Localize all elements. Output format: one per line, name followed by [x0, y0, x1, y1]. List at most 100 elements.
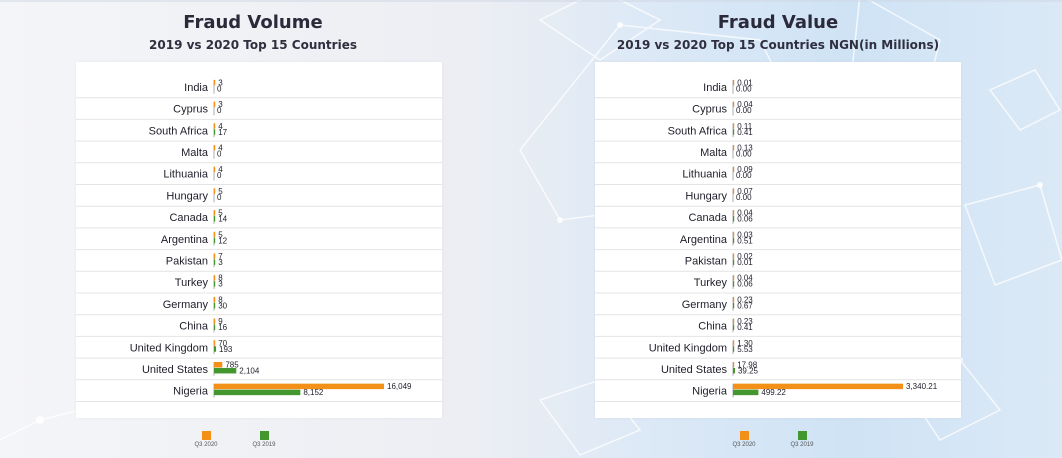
value-label-q3-2020-malta: 4 — [218, 143, 223, 152]
fraud-volume-subtitle: 2019 vs 2020 Top 15 Countries — [149, 38, 357, 52]
value-label-q3-2020-south-africa: 0.11 — [737, 122, 753, 131]
bar-q3-2019-united-states — [733, 367, 735, 374]
bar-q3-2020-china — [733, 318, 735, 325]
value-label-q3-2020-argentina: 5 — [218, 230, 223, 239]
value-label-q3-2020-united-kingdom: 70 — [218, 339, 227, 348]
bar-q3-2020-south-africa — [214, 123, 216, 129]
fraud-value-chart: India 0.01 0.00 Cyprus 0.04 0.00 South Africa 0… — [595, 62, 961, 418]
bar-q3-2020-argentina — [733, 231, 735, 238]
legend-swatch-2019 — [797, 431, 807, 440]
category-label-lithuania: Lithuania — [682, 169, 728, 181]
legend-label-2020: Q3 2020 — [732, 442, 756, 448]
value-label-q3-2020-united-kingdom: 1.30 — [737, 339, 753, 348]
value-label-q3-2020-lithuania: 0.09 — [737, 165, 753, 174]
bar-q3-2019-argentina — [733, 237, 735, 244]
category-label-hungary: Hungary — [685, 190, 727, 202]
fraud-volume-heading: Fraud Volume 2019 vs 2020 Top 15 Countri… — [103, 12, 403, 54]
bar-q3-2020-nigeria — [733, 383, 903, 390]
bar-q3-2020-united-states — [214, 361, 223, 368]
value-label-q3-2019-germany: 30 — [218, 301, 227, 310]
value-label-q3-2020-germany: 8 — [218, 295, 223, 304]
category-label-nigeria: Nigeria — [692, 386, 728, 398]
bar-q3-2020-germany — [214, 296, 216, 303]
category-label-nigeria: Nigeria — [173, 386, 209, 398]
category-label-germany: Germany — [163, 299, 209, 311]
value-label-q3-2020-united-states: 17.98 — [737, 360, 758, 369]
bar-q3-2020-malta — [733, 144, 735, 151]
value-label-q3-2020-nigeria: 16,049 — [387, 382, 412, 391]
bar-q3-2020-germany — [733, 296, 735, 303]
fraud-value-title: Fraud Value — [717, 12, 839, 33]
fraud-volume-legend-2019: Q3 2019 — [244, 431, 284, 448]
bar-q3-2019-pakistan — [214, 259, 216, 265]
legend-swatch-2020 — [201, 431, 211, 440]
value-label-q3-2020-lithuania: 4 — [218, 165, 223, 174]
bar-q3-2020-malta — [214, 144, 216, 151]
bar-q3-2020-cyprus — [733, 101, 735, 108]
category-label-united-kingdom: United Kingdom — [130, 342, 208, 354]
bar-q3-2019-turkey — [733, 281, 735, 287]
bar-q3-2020-nigeria — [214, 383, 384, 390]
bar-q3-2019-nigeria — [214, 389, 301, 396]
bar-q3-2019-united-states — [214, 367, 237, 374]
value-label-q3-2020-pakistan: 7 — [218, 252, 223, 261]
category-label-china: China — [179, 321, 209, 333]
value-label-q3-2020-nigeria: 3,340.21 — [906, 382, 938, 391]
fraud-volume-legend-2020: Q3 2020 — [186, 431, 226, 448]
value-label-q3-2020-india: 0.01 — [737, 78, 753, 87]
bar-q3-2019-germany — [733, 302, 735, 309]
category-label-pakistan: Pakistan — [166, 255, 208, 267]
bar-q3-2020-hungary — [214, 188, 216, 194]
value-label-q3-2019-united-states: 2,104 — [239, 366, 260, 375]
value-label-q3-2019-india: 0 — [217, 84, 222, 93]
category-label-canada: Canada — [169, 212, 208, 224]
value-label-q3-2020-united-states: 785 — [225, 360, 239, 369]
value-label-q3-2020-canada: 5 — [218, 209, 223, 218]
bar-q3-2019-argentina — [214, 237, 216, 244]
fraud-volume-title: Fraud Volume — [183, 12, 323, 33]
value-label-q3-2020-south-africa: 4 — [218, 122, 223, 131]
category-label-turkey: Turkey — [175, 277, 209, 289]
value-label-q3-2019-turkey: 0.06 — [737, 280, 753, 289]
category-label-lithuania: Lithuania — [163, 169, 209, 181]
bar-q3-2019-canada — [733, 216, 735, 222]
value-label-q3-2019-hungary: 0 — [217, 193, 222, 202]
bar-q3-2020-india — [733, 79, 735, 86]
value-label-q3-2019-argentina: 12 — [218, 236, 227, 245]
category-label-turkey: Turkey — [694, 277, 728, 289]
value-label-q3-2020-canada: 0.04 — [737, 209, 753, 218]
value-label-q3-2019-turkey: 3 — [218, 280, 223, 289]
category-label-argentina: Argentina — [680, 234, 728, 246]
legend-swatch-2020 — [739, 431, 749, 440]
bar-q3-2020-turkey — [733, 275, 735, 281]
value-label-q3-2019-india: 0.00 — [736, 84, 752, 93]
value-label-q3-2019-malta: 0.00 — [736, 149, 752, 158]
bar-q3-2019-south-africa — [733, 129, 735, 135]
category-label-malta: Malta — [700, 147, 728, 159]
value-label-q3-2019-lithuania: 0.00 — [736, 171, 752, 180]
bar-q3-2020-pakistan — [733, 253, 735, 259]
bar-q3-2020-turkey — [214, 275, 216, 281]
value-label-q3-2020-turkey: 8 — [218, 274, 223, 283]
category-label-south-africa: South Africa — [668, 125, 728, 137]
value-label-q3-2019-lithuania: 0 — [217, 171, 222, 180]
bar-q3-2020-hungary — [733, 188, 735, 194]
bar-q3-2020-united-kingdom — [214, 340, 216, 346]
fraud-value-subtitle: 2019 vs 2020 Top 15 Countries NGN(in Mil… — [616, 38, 940, 52]
value-label-q3-2020-germany: 0.23 — [737, 295, 753, 304]
category-label-argentina: Argentina — [161, 234, 209, 246]
bar-q3-2020-lithuania — [733, 166, 735, 173]
value-label-q3-2020-turkey: 0.04 — [737, 274, 753, 283]
category-label-china: China — [698, 321, 728, 333]
fraud-value-legend-2019: Q3 2019 — [782, 431, 822, 448]
fraud-value-legend-2020: Q3 2020 — [724, 431, 764, 448]
value-label-q3-2019-china: 16 — [218, 323, 227, 332]
value-label-q3-2019-south-africa: 0.41 — [737, 128, 753, 137]
value-label-q3-2019-united-kingdom: 193 — [219, 345, 233, 354]
bar-q3-2019-united-kingdom — [733, 346, 735, 352]
bar-q3-2020-lithuania — [214, 166, 216, 173]
category-label-india: India — [184, 82, 209, 94]
bar-q3-2019-south-africa — [214, 129, 216, 135]
bar-q3-2019-germany — [214, 302, 216, 309]
